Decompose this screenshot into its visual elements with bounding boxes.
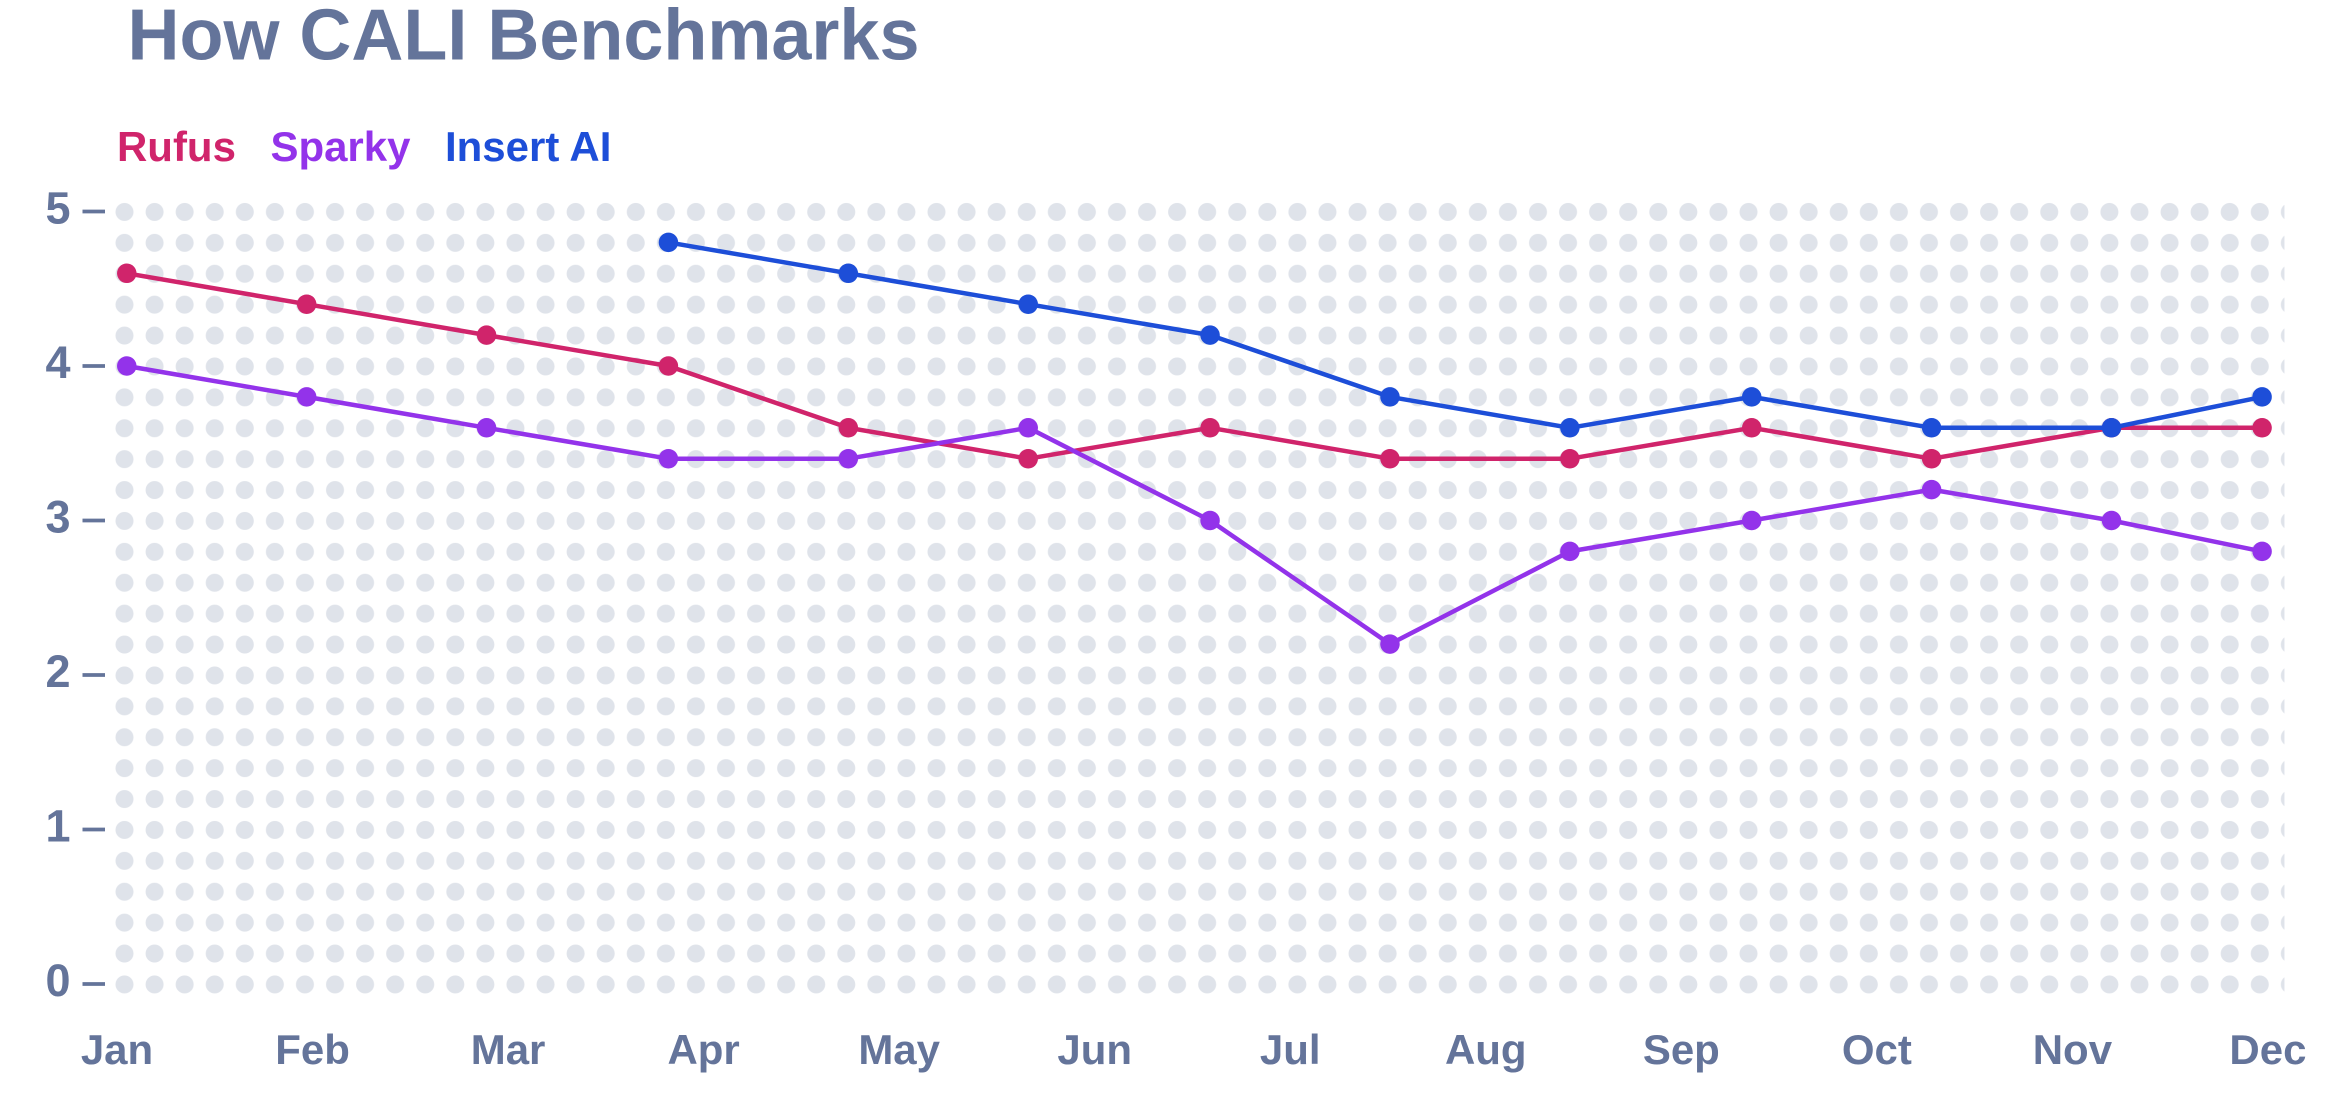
y-tick-label: 4 [45, 337, 70, 388]
y-tick-label: 3 [45, 491, 70, 542]
legend-entry: Sparky [270, 123, 411, 170]
data-point [1741, 387, 1762, 407]
data-point [658, 448, 679, 469]
x-tick-label: Apr [667, 1026, 739, 1073]
series-line [668, 240, 2263, 431]
data-point [1560, 418, 1580, 438]
data-point [1200, 325, 1220, 345]
data-point [476, 418, 497, 438]
data-point [1380, 634, 1400, 654]
x-tick-label: Dec [2229, 1026, 2306, 1073]
x-tick-label: Feb [275, 1026, 350, 1073]
data-point [1741, 510, 1762, 531]
data-point [1921, 479, 1942, 500]
data-point [2252, 387, 2272, 407]
legend-entry: Rufus [117, 123, 236, 170]
x-tick-label: Jan [81, 1026, 153, 1073]
dot-grid [109, 196, 2285, 1001]
data-point [1018, 448, 1038, 469]
data-point [838, 448, 859, 469]
legend: Rufus Sparky Insert AI [117, 123, 611, 170]
chart-title: How CALI Benchmarks [127, 0, 919, 76]
data-point [2101, 418, 2122, 438]
legend-entry: Insert AI [445, 123, 611, 170]
y-tick-label: 0 [45, 955, 70, 1006]
data-point [2101, 510, 2122, 531]
data-point [1560, 448, 1580, 469]
x-tick-label: Sep [1643, 1026, 1720, 1073]
x-tick-label: Aug [1445, 1026, 1527, 1073]
x-tick-label: Jun [1057, 1026, 1132, 1073]
data-point [1921, 448, 1942, 469]
data-point [1200, 510, 1220, 531]
data-point [1380, 387, 1400, 407]
data-point [296, 294, 317, 314]
data-point [117, 263, 137, 284]
data-point [476, 325, 497, 345]
data-point [1741, 418, 1762, 438]
x-tick-label: Jul [1260, 1026, 1321, 1073]
data-point [117, 356, 137, 376]
data-point [2252, 541, 2272, 562]
data-point [1018, 294, 1038, 314]
data-point [838, 263, 859, 284]
data-point [2252, 418, 2272, 438]
data-point [658, 356, 679, 376]
data-point [1200, 418, 1220, 438]
x-tick-label: Oct [1842, 1026, 1912, 1073]
x-tick-label: Nov [2033, 1026, 2113, 1073]
y-tick-label: 1 [45, 800, 70, 851]
y-tick-label: 2 [45, 646, 70, 697]
data-point [658, 232, 679, 253]
y-tick-label: 5 [45, 182, 70, 233]
data-point [296, 387, 317, 407]
data-point [838, 418, 859, 438]
data-point [1380, 448, 1400, 469]
data-point [1560, 541, 1580, 562]
x-tick-label: Mar [471, 1026, 546, 1073]
x-tick-label: May [858, 1026, 940, 1073]
data-point [1018, 418, 1038, 438]
data-point [1921, 418, 1942, 438]
